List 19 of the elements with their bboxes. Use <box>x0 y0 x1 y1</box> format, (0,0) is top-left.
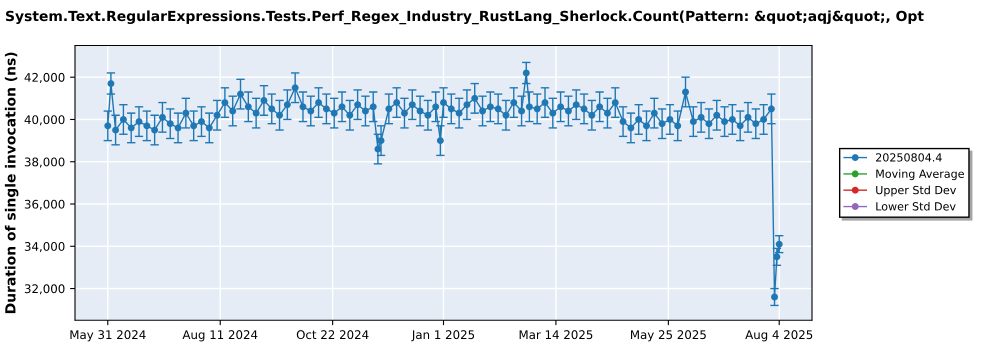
y-tick-label: 34,000 <box>24 242 64 252</box>
y-tick-label: 36,000 <box>24 200 64 210</box>
x-tick-label: Oct 22 2024 <box>296 330 368 340</box>
y-axis-title: Duration of single invocation (ns) <box>4 52 18 314</box>
x-tick-label: May 25 2025 <box>631 330 706 342</box>
x-tick-label: Aug 11 2024 <box>182 330 258 342</box>
y-tick-label: 32,000 <box>24 284 64 294</box>
chart-title: System.Text.RegularExpressions.Tests.Perf_Regex_Industry_RustLang_Sherlock.Count(Pattern: &quot;aqj&quot;, Opt <box>6 10 924 24</box>
legend-label: Moving Average <box>876 169 964 180</box>
legend-label: Upper Std Dev <box>876 186 956 196</box>
legend-label: 20250804.4 <box>876 153 942 162</box>
y-tick-label: 40,000 <box>24 115 64 126</box>
x-tick-label: Mar 14 2025 <box>520 330 592 340</box>
y-tick-label: 38,000 <box>24 157 64 168</box>
x-tick-label: May 31 2024 <box>70 330 146 342</box>
legend-label: Lower Std Dev <box>876 202 956 211</box>
x-tick-label: Aug 4 2025 <box>745 330 812 342</box>
y-tick-label: 42,000 <box>24 72 64 84</box>
x-tick-label: Jan 1 2025 <box>411 330 474 342</box>
